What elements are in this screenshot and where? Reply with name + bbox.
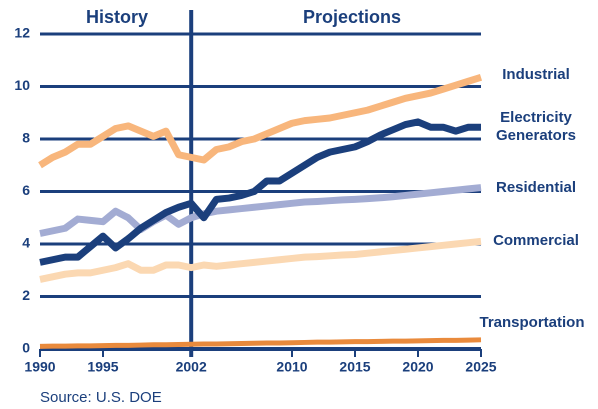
series-line [39,337,482,349]
y-tick-label: 12 [14,25,30,41]
series-label: Commercial [493,232,579,250]
series-line [39,118,481,266]
projections-label: Projections [303,7,401,27]
series-line [39,237,482,283]
y-tick-label: 0 [22,340,30,356]
x-tick-label: 1990 [24,359,55,375]
x-tick-label: 2020 [402,359,433,375]
y-tick-label: 8 [22,130,30,146]
series-label: Transportation [479,313,585,331]
x-tick-label: 2002 [176,359,207,375]
y-tick-label: 4 [22,235,30,251]
series-label: Electricity Generators [495,109,577,145]
x-tick-label: 2015 [339,359,370,375]
series-line [39,184,482,237]
history-label: History [86,7,148,27]
x-tick-label: 2010 [276,359,307,375]
x-tick-label: 2025 [465,359,496,375]
series-label: Industrial [502,66,570,84]
x-tick-label: 1995 [87,359,118,375]
y-tick-label: 2 [22,287,30,303]
y-tick-label: 6 [22,182,30,198]
series-label: Residential [495,178,577,196]
y-tick-label: 10 [14,77,30,93]
source-note: Source: U.S. DOE [40,389,162,406]
series-line [38,73,483,169]
